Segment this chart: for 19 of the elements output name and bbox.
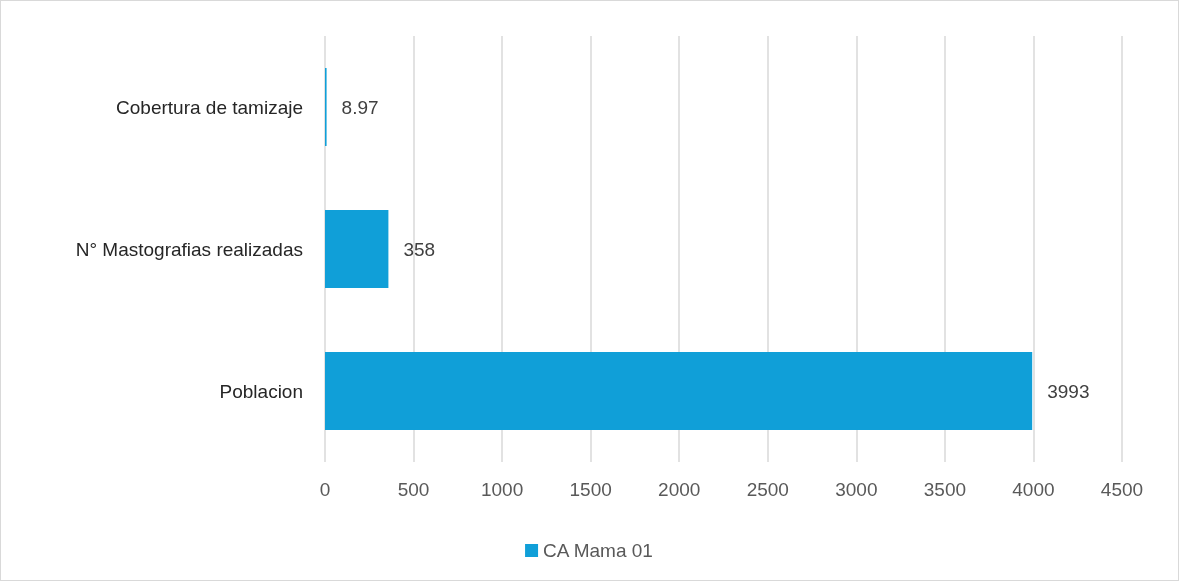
x-tick-label: 3000: [835, 479, 878, 500]
y-tick-label: Poblacion: [219, 380, 303, 402]
x-tick-label: 1000: [480, 479, 524, 500]
y-tick-label: N° Mastografias realizadas: [75, 238, 303, 260]
data-label: 358: [403, 238, 436, 260]
y-tick-label: Cobertura de tamizaje: [116, 96, 303, 118]
x-tick-label: 2500: [746, 479, 789, 500]
x-tick-label: 500: [397, 479, 430, 500]
x-tick-label: 2000: [658, 479, 701, 500]
x-tick-label: 4500: [1100, 479, 1144, 500]
x-tick-label: 1500: [569, 479, 612, 500]
data-label: 3993: [1047, 380, 1090, 402]
x-tick-label: 3500: [923, 479, 967, 500]
bar: [325, 209, 389, 289]
x-tick-label: 0: [319, 479, 331, 500]
data-label: 8.97: [341, 96, 379, 118]
legend-label: CA Mama 01: [543, 540, 653, 561]
x-tick-label: 4000: [1012, 479, 1055, 500]
bar: [325, 351, 1033, 431]
